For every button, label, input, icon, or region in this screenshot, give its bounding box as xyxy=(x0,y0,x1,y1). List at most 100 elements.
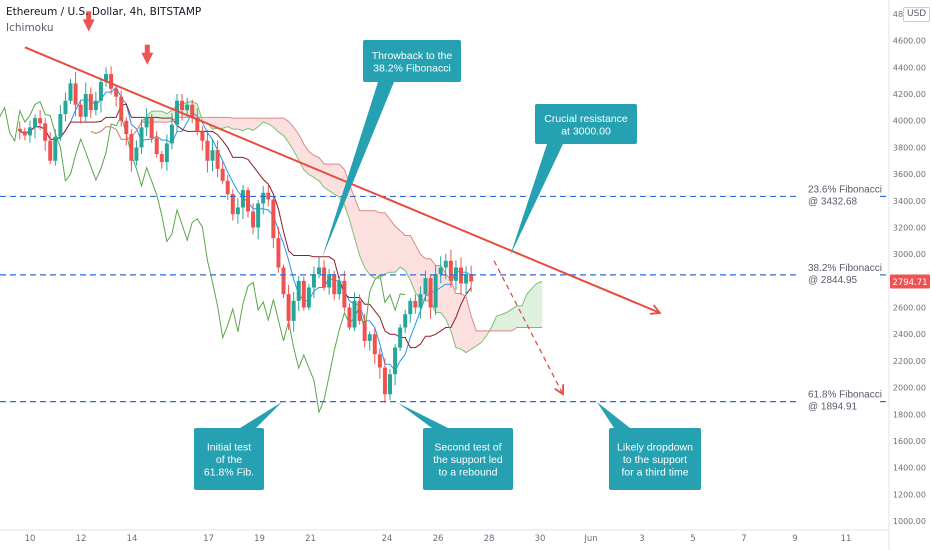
cloud-segment xyxy=(532,283,538,328)
y-tick-label: 3400.00 xyxy=(893,197,926,206)
cloud-segment xyxy=(481,330,487,343)
callout-text: Likely dropdown to the support for a third… xyxy=(617,442,693,479)
projection-arrowhead xyxy=(554,384,565,396)
candle-body xyxy=(393,347,398,375)
cloud-segment xyxy=(324,164,330,191)
trendline-arrowhead xyxy=(649,304,662,315)
candle-body xyxy=(63,100,68,115)
x-tick-label: 3 xyxy=(639,534,644,544)
y-tick-label: 4200.00 xyxy=(893,90,926,99)
x-tick-label: 24 xyxy=(382,534,393,544)
candle-body xyxy=(240,190,245,208)
callout-text-line: for a third time xyxy=(621,467,688,479)
cloud-segment xyxy=(369,210,375,279)
candle-body xyxy=(27,127,32,136)
candle-body xyxy=(190,104,195,119)
span-b-line xyxy=(90,116,543,332)
candle-body xyxy=(453,267,458,281)
fib-label-line: @ 1894.91 xyxy=(808,402,858,413)
descending-trendline xyxy=(24,46,661,314)
fib-label: 38.2% Fibonacci @ 2844.95 xyxy=(808,263,882,286)
callout-pointer xyxy=(322,82,394,258)
callout-box xyxy=(535,104,637,144)
y-tick-label: 1000.00 xyxy=(893,517,926,526)
cloud-segment xyxy=(303,144,309,175)
candle-body xyxy=(428,278,433,308)
cloud-segment xyxy=(288,121,294,151)
candle-body xyxy=(175,100,180,125)
candle-body xyxy=(438,267,443,275)
candle-body xyxy=(382,367,387,395)
x-tick-label: 12 xyxy=(76,534,87,544)
ichimoku-lines xyxy=(0,86,543,415)
cloud-segment xyxy=(329,164,335,195)
indicator-label: Ichimoku xyxy=(6,22,54,34)
candle-body xyxy=(377,354,382,368)
candle-body xyxy=(88,94,93,111)
cloud-segment xyxy=(202,117,208,124)
cloud-segment xyxy=(506,309,512,331)
candle-body xyxy=(149,118,154,139)
candle-body xyxy=(109,74,114,89)
candle-body xyxy=(139,127,144,148)
candle-body xyxy=(337,280,342,295)
cloud-segment xyxy=(217,117,223,129)
annotations: Throwback to the 38.2% Fibonacci Crucial r… xyxy=(194,40,701,490)
x-tick-label: 19 xyxy=(254,534,265,544)
cloud-segment xyxy=(390,219,396,273)
cloud-segment xyxy=(222,117,228,129)
cloud-segment xyxy=(359,210,365,268)
candle-body xyxy=(403,314,408,328)
callout-text: Initial test of the 61.8% Fib. xyxy=(204,442,254,479)
candle-body xyxy=(408,300,413,315)
candle-body xyxy=(104,74,109,83)
candle-body xyxy=(301,280,306,308)
candle-body xyxy=(144,118,149,128)
currency-badge[interactable]: USD xyxy=(903,7,931,22)
y-tick-label: 2600.00 xyxy=(893,304,926,313)
callout-text-line: to a rebound xyxy=(439,467,498,479)
cloud-segment xyxy=(471,316,477,350)
chart-title: Ethereum / U.S. Dollar, 4h, BITSTAMP xyxy=(6,6,202,18)
x-tick-label: 14 xyxy=(127,534,138,544)
candle-body xyxy=(114,88,119,97)
span-a-line xyxy=(90,100,543,354)
candle-body xyxy=(129,134,134,161)
y-tick-label: 1400.00 xyxy=(893,464,926,473)
callout-text-line: Throwback to the xyxy=(372,50,453,62)
cloud-segment xyxy=(379,212,385,279)
candle-body xyxy=(230,194,235,215)
candle-body xyxy=(235,207,240,215)
callout-text-line: Likely dropdown xyxy=(617,442,693,454)
candle-body xyxy=(154,138,159,155)
candle-body xyxy=(134,147,139,161)
candle-body xyxy=(256,203,261,228)
candle-body xyxy=(388,374,393,395)
y-tick-label: 1600.00 xyxy=(893,437,926,446)
y-tick-label: 3600.00 xyxy=(893,170,926,179)
cloud-segment xyxy=(496,314,502,331)
down-arrow-stem xyxy=(86,11,92,21)
down-arrow-marker xyxy=(141,52,154,65)
candle-body xyxy=(246,190,251,212)
y-tick-label: 4600.00 xyxy=(893,37,926,46)
x-tick-label: 30 xyxy=(535,534,546,544)
cloud-segment xyxy=(313,155,320,181)
cloud-segment xyxy=(232,118,238,130)
candle-body xyxy=(200,131,205,141)
candle-body xyxy=(276,238,281,268)
candle-body xyxy=(73,83,78,105)
callout-text-line: to the support xyxy=(623,454,687,466)
cloud-segment xyxy=(461,293,467,353)
candle-body xyxy=(17,128,22,132)
y-tick-label: 3800.00 xyxy=(893,143,926,152)
cloud-segment xyxy=(415,244,421,300)
candle-body xyxy=(251,211,256,228)
callout-pointer xyxy=(597,402,630,428)
candle-body xyxy=(261,192,266,204)
candle-body xyxy=(398,327,403,348)
candle-body xyxy=(48,140,53,161)
candle-body xyxy=(58,114,63,137)
candle-body xyxy=(469,274,474,282)
last-price-label: 2794.71 xyxy=(892,278,927,288)
